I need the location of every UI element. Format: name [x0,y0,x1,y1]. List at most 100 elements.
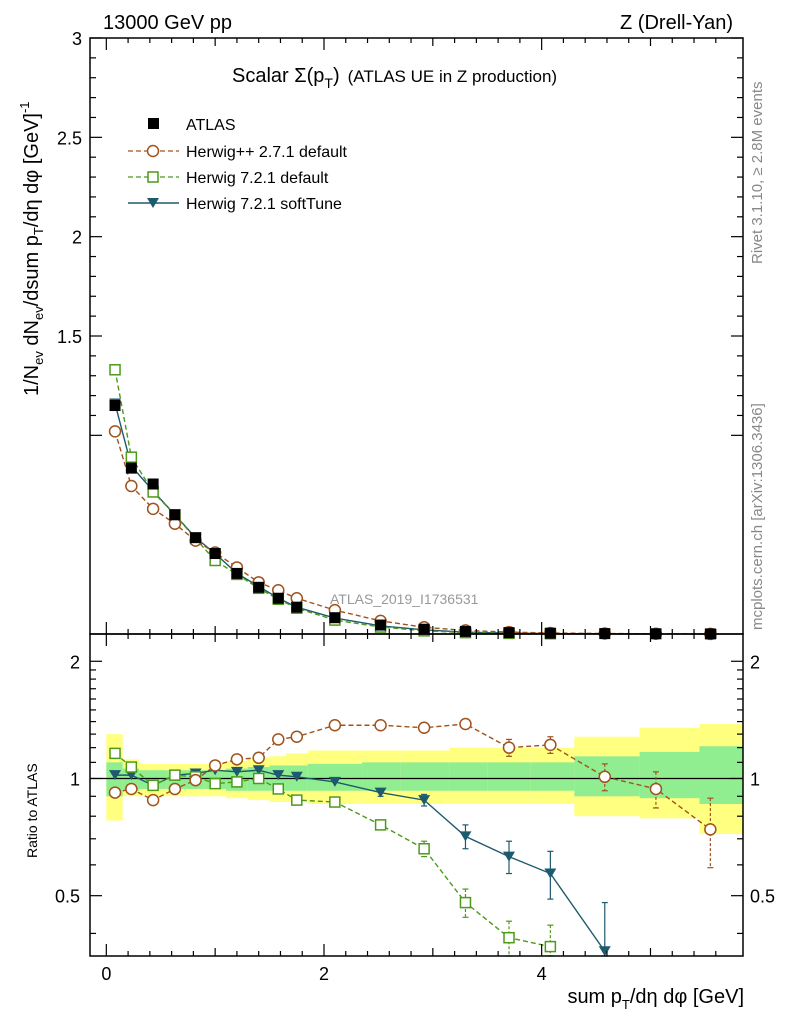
ratio-point-herwig-2-7-1-default [125,782,138,796]
ratio-point-herwig-7-2-1-softtune [418,795,431,806]
ratio-point-herwig-7-2-1-default [109,747,121,760]
band-inner-bin [449,762,488,791]
main-point-atlas [231,567,243,579]
main-point-herwig-2-7-1-default [125,479,138,493]
ratio-point-herwig-2-7-1-default [290,730,304,743]
ratio-point-herwig-7-2-1-default [418,842,430,855]
ratio-point-herwig-7-2-1-default [252,772,265,785]
ratio-line-herwig-7-2-1-default [114,752,551,948]
ratio-y-tick-label-right: 1 [750,769,760,789]
x-tick-label: 2 [319,964,329,984]
ratio-point-herwig-7-2-1-default [503,931,515,944]
main-panel-series [108,364,717,641]
ratio-point-herwig-2-7-1-default [189,773,202,787]
main-point-atlas [329,612,341,624]
ratio-point-herwig-2-7-1-default [544,738,557,752]
ratio-point-herwig-7-2-1-softtune [598,946,611,957]
band-inner-bin [699,746,743,804]
main-point-atlas [125,462,137,474]
ratio-point-herwig-2-7-1-default [704,823,717,836]
band-inner-bin [362,762,401,791]
ratio-point-herwig-2-7-1-default [649,782,663,796]
band-inner-bin [639,751,700,799]
ratio-point-herwig-7-2-1-softtune [503,851,516,862]
band-inner-bin [400,762,450,791]
ratio-point-herwig-7-2-1-default [291,794,303,806]
main-y-axis-label: 1/Nev dNev/dsum pT/dη dφ [GeV]-1 [17,101,46,396]
ratio-point-herwig-7-2-1-softtune [252,765,265,776]
ratio-point-herwig-2-7-1-default [230,753,244,766]
legend-label-herwigpp: Herwig++ 2.7.1 default [186,144,348,161]
main-point-atlas [190,532,202,544]
ratio-point-herwig-7-2-1-default [374,819,387,831]
ratio-y-tick-label-right: 0.5 [750,887,775,907]
ratio-y-tick-label-left: 0.5 [55,887,80,907]
main-point-atlas [418,623,430,635]
main-point-atlas [169,509,181,521]
main-point-herwig-7-2-1-default [125,451,138,463]
band-inner-bin [487,762,531,791]
legend-label-softtune: Herwig 7.2.1 softTune [186,196,342,213]
ratio-point-herwig-2-7-1-default [272,733,285,746]
legend-marker-herwigpp [146,144,160,158]
ratio-point-herwig-7-2-1-default [147,779,159,792]
ratio-point-herwig-7-2-1-softtune [290,771,303,782]
ratio-point-herwig-7-2-1-softtune [374,787,387,798]
axis-ticks: 0 2 4 1.5 2 2.5 3 0.5 0.5 1 1 2 2 [55,29,775,984]
ratio-panel-series [108,717,717,957]
ratio-point-herwig-2-7-1-default [108,786,122,799]
legend: ATLAS Herwig++ 2.7.1 default Herwig 7.2.… [128,117,348,213]
ratio-point-herwig-2-7-1-default [252,751,265,765]
ratio-point-herwig-7-2-1-default [272,783,285,795]
ratio-point-herwig-2-7-1-default [146,793,160,807]
x-tick-label: 0 [101,964,111,984]
legend-marker-herwig721 [147,171,159,183]
legend-label-herwig721: Herwig 7.2.1 default [186,170,329,187]
main-point-atlas [253,581,265,593]
ratio-y-axis-label: Ratio to ATLAS [24,763,40,858]
main-point-herwig-2-7-1-default [146,502,160,516]
ratio-point-herwig-7-2-1-softtune [459,831,472,842]
header-process: Z (Drell-Yan) [620,12,733,34]
ratio-point-herwig-7-2-1-softtune [109,770,122,781]
rivet-version-label: Rivet 3.1.10, ≥ 2.8M events [749,82,766,265]
main-point-herwig-7-2-1-default [109,364,121,376]
band-inner-bin [530,762,575,791]
ratio-y-tick-label-left: 2 [70,652,80,672]
main-point-atlas [272,592,284,604]
ratio-point-herwig-7-2-1-softtune [544,868,557,879]
ratio-point-herwig-7-2-1-default [459,896,472,909]
ratio-point-herwig-7-2-1-default [209,777,221,790]
main-y-tick-label: 1.5 [57,327,82,347]
legend-label-atlas: ATLAS [186,117,236,134]
legend-marker-softtune [147,198,159,208]
ratio-point-herwig-2-7-1-default [208,759,222,772]
ratio-point-herwig-7-2-1-default [125,761,138,773]
main-point-atlas [109,400,121,412]
ratio-point-herwig-2-7-1-default [417,721,431,734]
band-inner-bin [138,770,167,789]
main-point-atlas [375,619,387,631]
ratio-point-herwig-7-2-1-default [544,940,557,953]
ratio-point-herwig-7-2-1-default [169,769,181,781]
mcplots-label: mcplots.cern.ch [arXiv:1306.3436] [749,403,766,630]
ratio-point-herwig-7-2-1-softtune [328,776,341,787]
main-point-atlas [503,627,515,639]
x-axis-label: sum pT/dη dφ [GeV] [567,986,744,1012]
legend-marker-atlas [148,118,159,129]
ratio-point-herwig-7-2-1-softtune [272,770,285,781]
ratio-y-tick-label-right: 2 [750,652,760,672]
ratio-point-herwig-2-7-1-default [502,741,516,754]
ratio-point-herwig-7-2-1-softtune [230,766,243,777]
ratio-point-herwig-2-7-1-default [328,718,342,732]
main-point-atlas [544,627,556,639]
ratio-point-herwig-7-2-1-default [329,796,341,808]
ratio-point-herwig-2-7-1-default [598,770,612,784]
main-point-atlas [459,625,471,637]
analysis-watermark: ATLAS_2019_I1736531 [330,591,479,607]
header-energy: 13000 GeV pp [103,12,232,34]
ratio-point-herwig-7-2-1-default [231,776,243,788]
ratio-y-tick-label-left: 1 [70,769,80,789]
main-y-tick-label: 2.5 [57,128,82,148]
